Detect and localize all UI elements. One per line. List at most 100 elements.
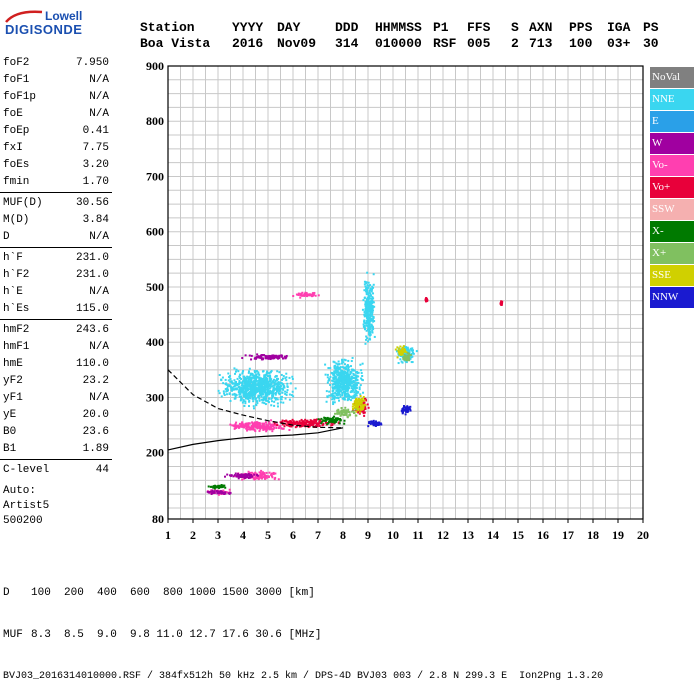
- data-point: [212, 491, 215, 494]
- data-point: [248, 354, 251, 357]
- data-point: [380, 423, 383, 426]
- data-point: [225, 383, 228, 386]
- auto-line2: Artist5: [3, 500, 50, 512]
- footer-info: BVJ03_2016314010000.RSF / 384fx512h 50 k…: [3, 671, 604, 682]
- data-point: [241, 382, 244, 385]
- data-point: [424, 298, 427, 301]
- data-point: [367, 328, 370, 331]
- data-point: [269, 378, 272, 381]
- data-point: [277, 377, 280, 380]
- data-point: [372, 273, 375, 276]
- data-point: [354, 377, 357, 380]
- data-point: [346, 363, 349, 366]
- data-point: [243, 375, 246, 378]
- data-point: [260, 358, 263, 361]
- data-point: [344, 413, 347, 416]
- data-point: [261, 385, 264, 388]
- data-point: [242, 473, 245, 476]
- data-point: [244, 396, 247, 399]
- data-point: [411, 361, 414, 364]
- data-point: [353, 384, 356, 387]
- data-point: [271, 396, 274, 399]
- data-point: [270, 383, 273, 386]
- data-point: [344, 412, 347, 415]
- data-point: [353, 400, 356, 403]
- data-point: [347, 381, 350, 384]
- data-point: [262, 377, 265, 380]
- header-value: 03+: [607, 36, 631, 51]
- data-point: [326, 396, 329, 399]
- data-point: [244, 394, 247, 397]
- data-point: [224, 378, 227, 381]
- data-point: [327, 367, 330, 370]
- auto-scaling-info: Auto: Artist5 500200: [3, 484, 49, 529]
- data-point: [327, 422, 330, 425]
- data-point: [310, 294, 313, 297]
- data-point: [279, 389, 282, 392]
- data-point: [356, 370, 359, 373]
- data-point: [277, 382, 280, 385]
- data-point: [218, 374, 221, 377]
- param-row: yE 20.0: [0, 407, 112, 424]
- data-point: [331, 395, 334, 398]
- data-point: [404, 355, 407, 358]
- data-point: [265, 397, 268, 400]
- data-point: [354, 414, 357, 417]
- data-point: [347, 387, 350, 390]
- param-value: 23.6: [82, 426, 109, 438]
- data-point: [233, 388, 236, 391]
- data-point: [408, 352, 411, 355]
- data-point: [225, 393, 228, 396]
- header-value: 005: [467, 36, 491, 51]
- data-point: [247, 405, 250, 408]
- data-point: [259, 384, 262, 387]
- data-point: [425, 298, 428, 301]
- data-point: [273, 422, 276, 425]
- data-point: [350, 375, 353, 378]
- data-point: [247, 422, 250, 425]
- data-point: [363, 297, 366, 300]
- x-tick-label: 14: [487, 528, 499, 542]
- data-point: [339, 414, 342, 417]
- data-point: [256, 426, 259, 429]
- data-point: [297, 423, 300, 426]
- data-point: [326, 373, 329, 376]
- param-name: foE: [3, 108, 23, 120]
- data-point: [243, 393, 246, 396]
- data-point: [261, 381, 264, 384]
- param-value: 23.2: [82, 375, 109, 387]
- data-point: [263, 387, 266, 390]
- data-point: [266, 357, 269, 360]
- data-point: [359, 408, 362, 411]
- data-point: [403, 358, 406, 361]
- data-point: [275, 377, 278, 380]
- data-point: [367, 310, 370, 313]
- data-point: [267, 391, 270, 394]
- param-name: fxI: [3, 142, 23, 154]
- data-point: [260, 474, 263, 477]
- data-point: [283, 355, 286, 358]
- data-point: [406, 410, 409, 413]
- data-point: [363, 289, 366, 292]
- data-point: [353, 394, 356, 397]
- data-point: [238, 395, 241, 398]
- data-point: [210, 485, 213, 488]
- data-point: [214, 489, 217, 492]
- data-point: [364, 405, 367, 408]
- data-point: [371, 285, 374, 288]
- data-point: [366, 271, 369, 274]
- x-tick-label: 11: [412, 528, 423, 542]
- data-point: [270, 397, 273, 400]
- data-point: [229, 491, 232, 494]
- data-point: [363, 313, 366, 316]
- data-point: [352, 403, 355, 406]
- data-point: [355, 375, 358, 378]
- data-point: [265, 476, 268, 479]
- data-point: [270, 475, 273, 478]
- data-point: [404, 407, 407, 410]
- data-point: [240, 425, 243, 428]
- data-point: [425, 296, 428, 299]
- data-point: [315, 418, 318, 421]
- data-point: [373, 320, 376, 323]
- data-point: [273, 378, 276, 381]
